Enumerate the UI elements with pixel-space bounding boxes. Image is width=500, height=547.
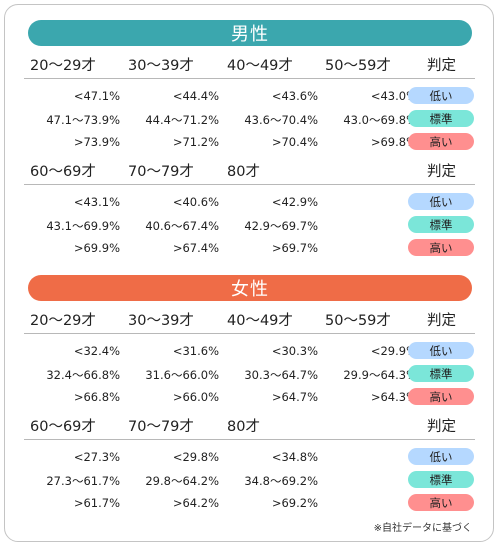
standard-badge: 標準 (408, 471, 474, 488)
range-value: 47.1〜73.9% (46, 113, 120, 127)
age-header: 20〜29才 (30, 58, 96, 74)
low-badge: 低い (408, 87, 474, 104)
range-value: >64.3% (370, 390, 417, 404)
low-badge: 低い (408, 193, 474, 210)
range-value: <43.1% (73, 195, 120, 209)
range-value: <31.6% (172, 344, 219, 358)
range-value: <29.9% (370, 344, 417, 358)
header-divider (24, 333, 475, 334)
range-value: >69.2% (271, 496, 318, 510)
age-header: 30〜39才 (128, 313, 194, 329)
range-value: <32.4% (73, 344, 120, 358)
judgment-header: 判定 (427, 313, 456, 329)
range-value: 40.6〜67.4% (145, 219, 219, 233)
female-banner: 女性 (28, 275, 472, 301)
footnote: ※自社データに基づく (373, 523, 472, 534)
age-header: 30〜39才 (128, 58, 194, 74)
range-value: 44.4〜71.2% (145, 113, 219, 127)
low-badge: 低い (408, 342, 474, 359)
judgment-header: 判定 (427, 419, 456, 435)
range-value: >69.9% (73, 241, 120, 255)
range-value: 32.4〜66.8% (46, 368, 120, 382)
range-value: <30.3% (271, 344, 318, 358)
range-value: >67.4% (172, 241, 219, 255)
range-value: >64.7% (271, 390, 318, 404)
header-divider (24, 439, 475, 440)
range-value: <27.3% (73, 450, 120, 464)
header-divider (24, 184, 475, 185)
range-value: 43.1〜69.9% (46, 219, 120, 233)
range-value: >71.2% (172, 135, 219, 149)
age-header: 20〜29才 (30, 313, 96, 329)
low-badge: 低い (408, 448, 474, 465)
judgment-header: 判定 (427, 58, 456, 74)
range-value: <43.0% (370, 89, 417, 103)
high-badge: 高い (408, 388, 474, 405)
age-header: 60〜69才 (30, 419, 96, 435)
standard-badge: 標準 (408, 216, 474, 233)
range-value: 27.3〜61.7% (46, 474, 120, 488)
age-header: 70〜79才 (128, 419, 194, 435)
range-value: >66.0% (172, 390, 219, 404)
age-header: 50〜59才 (325, 313, 391, 329)
range-value: >70.4% (271, 135, 318, 149)
range-value: <44.4% (172, 89, 219, 103)
high-badge: 高い (408, 239, 474, 256)
high-badge: 高い (408, 494, 474, 511)
age-header: 50〜59才 (325, 58, 391, 74)
range-value: 34.8〜69.2% (244, 474, 318, 488)
age-header: 40〜49才 (227, 58, 293, 74)
standard-badge: 標準 (408, 365, 474, 382)
range-value: <42.9% (271, 195, 318, 209)
age-header: 80才 (227, 164, 260, 180)
range-value: 29.9〜64.3% (343, 368, 417, 382)
male-banner: 男性 (28, 20, 472, 46)
range-value: 43.0〜69.8% (343, 113, 417, 127)
range-value: <40.6% (172, 195, 219, 209)
age-header: 80才 (227, 419, 260, 435)
range-value: >61.7% (73, 496, 120, 510)
high-badge: 高い (408, 133, 474, 150)
standard-badge: 標準 (408, 110, 474, 127)
range-value: >73.9% (73, 135, 120, 149)
age-header: 60〜69才 (30, 164, 96, 180)
range-value: 42.9〜69.7% (244, 219, 318, 233)
judgment-header: 判定 (427, 164, 456, 180)
range-value: >69.8% (370, 135, 417, 149)
range-value: 29.8〜64.2% (145, 474, 219, 488)
range-value: >66.8% (73, 390, 120, 404)
range-value: 43.6〜70.4% (244, 113, 318, 127)
range-value: <43.6% (271, 89, 318, 103)
range-value: 30.3〜64.7% (244, 368, 318, 382)
range-value: >69.7% (271, 241, 318, 255)
range-value: <47.1% (73, 89, 120, 103)
age-header: 70〜79才 (128, 164, 194, 180)
range-value: <29.8% (172, 450, 219, 464)
header-divider (24, 78, 475, 79)
range-value: >64.2% (172, 496, 219, 510)
range-value: <34.8% (271, 450, 318, 464)
age-header: 40〜49才 (227, 313, 293, 329)
range-value: 31.6〜66.0% (145, 368, 219, 382)
